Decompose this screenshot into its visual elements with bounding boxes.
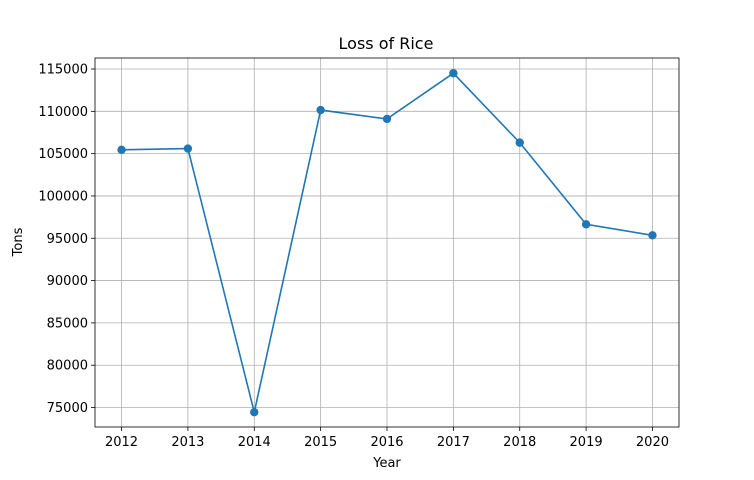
x-tick-label: 2020 [636,435,669,450]
y-tick-label: 80000 [47,359,88,374]
data-point [117,145,126,155]
grid [95,58,679,427]
data-point [581,220,591,229]
chart-title: Loss of Rice [339,34,434,53]
data-point [515,138,524,147]
y-tick-label: 110000 [38,105,88,120]
data-point [250,407,259,417]
x-tick-label: 2017 [437,435,470,450]
data-point [382,114,392,124]
x-tick-label: 2015 [304,435,337,450]
axis-ticks: 2012 2013 2014 2015 2016 2017 2018 2019 2020 7500… [38,63,669,450]
x-tick-label: 2019 [570,435,603,450]
data-point [648,231,657,240]
y-tick-label: 75000 [47,401,88,416]
x-tick-label: 2014 [238,435,271,450]
data-point [316,105,325,115]
x-tick-label: 2012 [105,435,138,450]
x-tick-label: 2018 [503,435,536,450]
series-layer [117,69,657,417]
plot-frame [94,57,680,428]
y-tick-label: 105000 [38,147,88,162]
y-axis-label: Tons [11,227,26,257]
data-point [183,144,193,153]
y-tick-label: 90000 [47,274,88,289]
y-tick-label: 115000 [38,63,88,78]
data-point [449,69,458,78]
x-tick-label: 2016 [370,435,403,450]
y-tick-label: 100000 [38,189,88,204]
y-tick-label: 85000 [47,316,88,331]
x-axis-label: Year [372,456,401,471]
x-tick-label: 2013 [171,435,204,450]
y-tick-label: 95000 [47,232,88,247]
